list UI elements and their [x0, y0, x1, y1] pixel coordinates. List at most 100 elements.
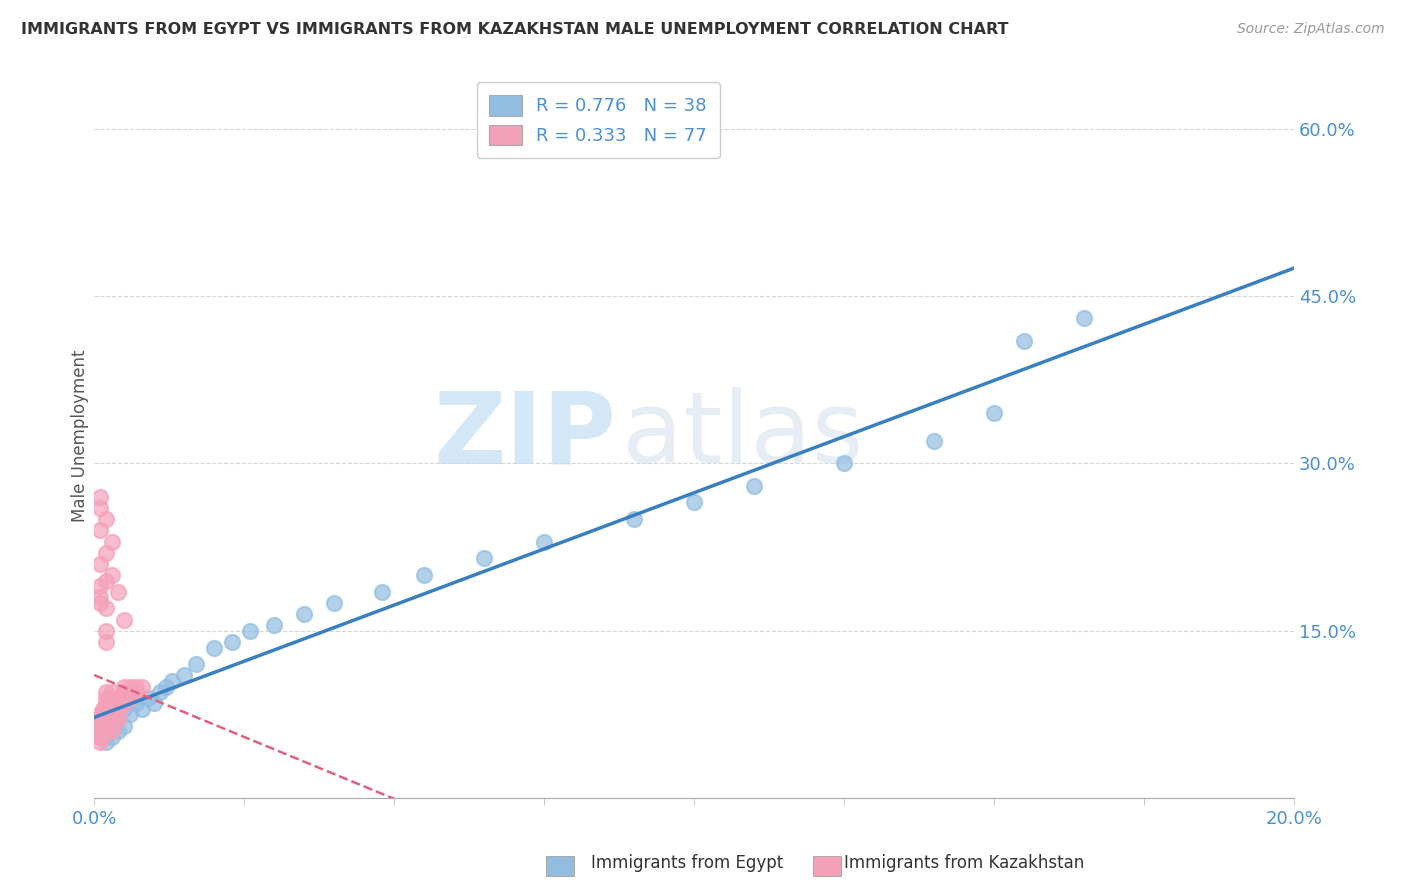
Point — [94, 713, 117, 727]
Point — [184, 657, 207, 672]
Point — [107, 702, 129, 716]
Point — [101, 696, 124, 710]
Point — [125, 685, 148, 699]
Point — [89, 713, 111, 727]
Point — [101, 724, 124, 739]
Legend: R = 0.776   N = 38, R = 0.333   N = 77: R = 0.776 N = 38, R = 0.333 N = 77 — [477, 82, 720, 158]
Point — [89, 596, 111, 610]
Point — [101, 730, 124, 744]
Point — [94, 724, 117, 739]
Point — [91, 702, 114, 716]
Point — [110, 696, 132, 710]
Point — [1012, 334, 1035, 348]
Point — [94, 690, 117, 705]
Point — [131, 702, 153, 716]
Point — [101, 702, 124, 716]
Point — [104, 696, 127, 710]
Point — [683, 495, 706, 509]
Text: ZIP: ZIP — [433, 387, 616, 484]
Point — [89, 735, 111, 749]
Point — [983, 406, 1005, 420]
Point — [94, 713, 117, 727]
Point — [98, 707, 121, 722]
Point — [155, 680, 177, 694]
Point — [112, 702, 135, 716]
Point — [89, 490, 111, 504]
Point — [89, 591, 111, 605]
Point — [93, 713, 115, 727]
Point — [94, 735, 117, 749]
Point — [94, 696, 117, 710]
Point — [94, 702, 117, 716]
Point — [125, 696, 148, 710]
Point — [94, 685, 117, 699]
Point — [221, 635, 243, 649]
Point — [94, 512, 117, 526]
Point — [112, 718, 135, 732]
Point — [922, 434, 945, 449]
Point — [413, 568, 436, 582]
Point — [97, 696, 120, 710]
Text: Source: ZipAtlas.com: Source: ZipAtlas.com — [1237, 22, 1385, 37]
Point — [107, 707, 129, 722]
Point — [91, 724, 114, 739]
Point — [87, 718, 110, 732]
Point — [89, 730, 111, 744]
Point — [112, 680, 135, 694]
Point — [472, 551, 495, 566]
Text: Immigrants from Egypt: Immigrants from Egypt — [591, 855, 783, 872]
Point — [101, 568, 124, 582]
Text: atlas: atlas — [621, 387, 863, 484]
Point — [533, 534, 555, 549]
Point — [87, 713, 110, 727]
Point — [149, 685, 172, 699]
Point — [98, 702, 121, 716]
Point — [136, 690, 159, 705]
Text: Immigrants from Kazakhstan: Immigrants from Kazakhstan — [844, 855, 1084, 872]
Point — [94, 601, 117, 615]
Point — [89, 724, 111, 739]
Point — [101, 718, 124, 732]
Point — [89, 724, 111, 739]
Point — [89, 718, 111, 732]
Point — [94, 546, 117, 560]
Point — [239, 624, 262, 638]
Point — [89, 501, 111, 516]
Point — [107, 690, 129, 705]
Point — [623, 512, 645, 526]
Point — [94, 624, 117, 638]
Point — [90, 718, 112, 732]
Text: IMMIGRANTS FROM EGYPT VS IMMIGRANTS FROM KAZAKHSTAN MALE UNEMPLOYMENT CORRELATIO: IMMIGRANTS FROM EGYPT VS IMMIGRANTS FROM… — [21, 22, 1008, 37]
Point — [112, 690, 135, 705]
Point — [112, 696, 135, 710]
Point — [120, 680, 142, 694]
Point — [101, 707, 124, 722]
Point — [107, 707, 129, 722]
Point — [101, 702, 124, 716]
Point — [263, 618, 285, 632]
Point — [94, 707, 117, 722]
Point — [323, 596, 346, 610]
Point — [832, 457, 855, 471]
Point — [94, 574, 117, 588]
Point — [131, 680, 153, 694]
Point — [89, 524, 111, 538]
Point — [173, 668, 195, 682]
Point — [112, 613, 135, 627]
Point — [120, 685, 142, 699]
Point — [101, 713, 124, 727]
Point — [742, 479, 765, 493]
Point — [120, 707, 142, 722]
Point — [202, 640, 225, 655]
Point — [143, 696, 166, 710]
Point — [101, 685, 124, 699]
Point — [89, 707, 111, 722]
Point — [120, 690, 142, 705]
Point — [107, 713, 129, 727]
Point — [107, 724, 129, 739]
Point — [160, 673, 183, 688]
Point — [94, 707, 117, 722]
Point — [371, 584, 394, 599]
Point — [91, 707, 114, 722]
Point — [112, 685, 135, 699]
